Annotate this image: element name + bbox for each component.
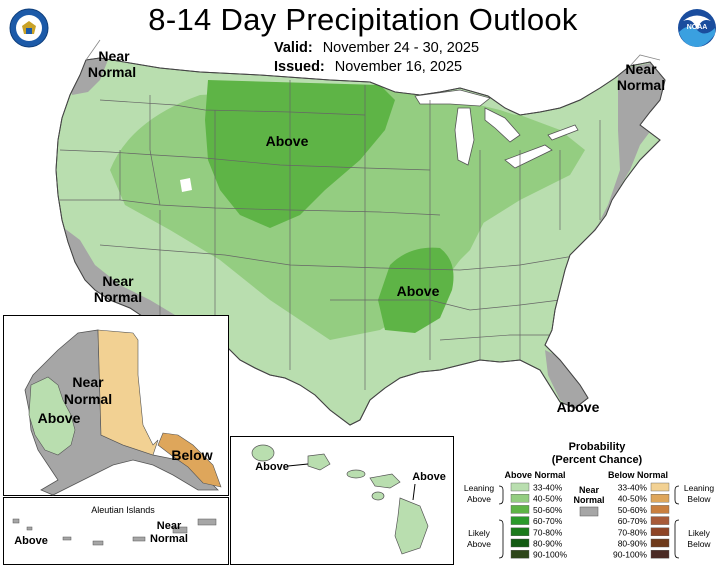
legend-below-bin-swatch [650,549,670,559]
label-sw-near: Near [102,273,134,289]
label-aleutian-near: Near [157,520,182,532]
legend-above-header: Above Normal [504,470,565,480]
label-ak-normal: Normal [64,391,112,407]
legend-below-bin-swatch [650,538,670,548]
label-ne-near: Near [625,61,657,77]
label-aleutian-above: Above [14,535,48,547]
label-hi-above-right: Above [412,471,446,483]
legend-likely-above-1: Likely [468,528,490,538]
label-aleutian-normal: Normal [150,533,188,545]
legend-below-bin-label: 60-70% [618,516,648,526]
label-above-florida: Above [557,399,600,415]
noaa-logo-text: NOAA [687,24,708,31]
aleutian-inset: Aleutian Islands Above Near Normal [3,497,229,565]
label-hi-above-left: Above [255,461,289,473]
doc-seal-icon [9,8,49,48]
label-ak-above: Above [38,410,81,426]
legend-likely-below-2: Below [687,539,711,549]
issued-label: Issued: [274,59,325,75]
legend-likely-above-2: Above [467,539,491,549]
legend-below-bin-swatch [650,527,670,537]
legend-below-bin-label: 90-100% [613,550,647,560]
legend-below-bin-label: 40-50% [618,494,648,504]
legend-above-bin-swatch [510,527,530,537]
legend-below-bin-swatch [650,505,670,514]
legend-leaning-above-2: Above [467,494,491,504]
issued-date: November 16, 2025 [334,59,463,75]
legend-above-bin-swatch [510,549,530,559]
aleutian-title: Aleutian Islands [91,505,155,515]
label-ak-near: Near [72,374,104,390]
issued-line: Issued: November 16, 2025 [274,59,462,75]
legend-below-bin-label: 80-90% [618,539,648,549]
legend-below-bin-label: 70-80% [618,527,648,537]
label-above-north: Above [266,133,309,149]
legend-above-bin-label: 50-60% [533,505,563,515]
legend-above-bin-swatch [510,494,530,503]
noaa-logo-icon: NOAA [678,9,716,47]
legend-above-bin-swatch [510,516,530,525]
legend-below-bin-swatch [650,494,670,503]
label-ne-normal: Normal [617,77,665,93]
label-nw-near: Near [98,48,130,64]
legend-below-header: Below Normal [608,470,668,480]
legend-leaning-below-2: Below [687,494,711,504]
valid-label: Valid: [274,40,313,56]
valid-dates: November 24 - 30, 2025 [322,40,480,56]
label-sw-normal: Normal [94,289,142,305]
legend-leaning-below-1: Leaning [684,483,715,493]
legend-above-bin-label: 60-70% [533,516,563,526]
label-ak-below: Below [171,447,212,463]
legend-below-bin-swatch [650,482,670,492]
legend-above-bin-swatch [510,538,530,548]
label-nw-normal: Normal [88,64,136,80]
legend-title-2: (Percent Chance) [552,454,643,466]
legend-above-bin-swatch [510,505,530,514]
legend-above-bin-label: 80-90% [533,539,563,549]
legend-near-2: Normal [573,495,604,505]
legend-leaning-above-1: Leaning [464,483,495,493]
legend-near-swatch [579,506,599,517]
legend-below-bin-swatch [650,516,670,525]
valid-line: Valid: November 24 - 30, 2025 [274,40,479,56]
legend-above-bin-label: 40-50% [533,494,563,504]
legend-above-bin-label: 33-40% [533,483,563,493]
legend-above-bin-swatch [510,482,530,492]
legend-above-bin-label: 70-80% [533,527,563,537]
probability-legend: Probability (Percent Chance) Above Norma… [464,441,715,560]
legend-below-bin-label: 50-60% [618,505,648,515]
map-title: 8-14 Day Precipitation Outlook [148,2,578,37]
hawaii-inset: Above Above [230,436,454,565]
label-above-south: Above [397,283,440,299]
legend-above-bin-label: 90-100% [533,550,567,560]
alaska-inset: Near Normal Above Below [3,315,229,496]
legend-title-1: Probability [569,441,627,453]
legend-near-1: Near [579,485,600,495]
legend-likely-below-1: Likely [688,528,710,538]
legend-below-bin-label: 33-40% [618,483,648,493]
